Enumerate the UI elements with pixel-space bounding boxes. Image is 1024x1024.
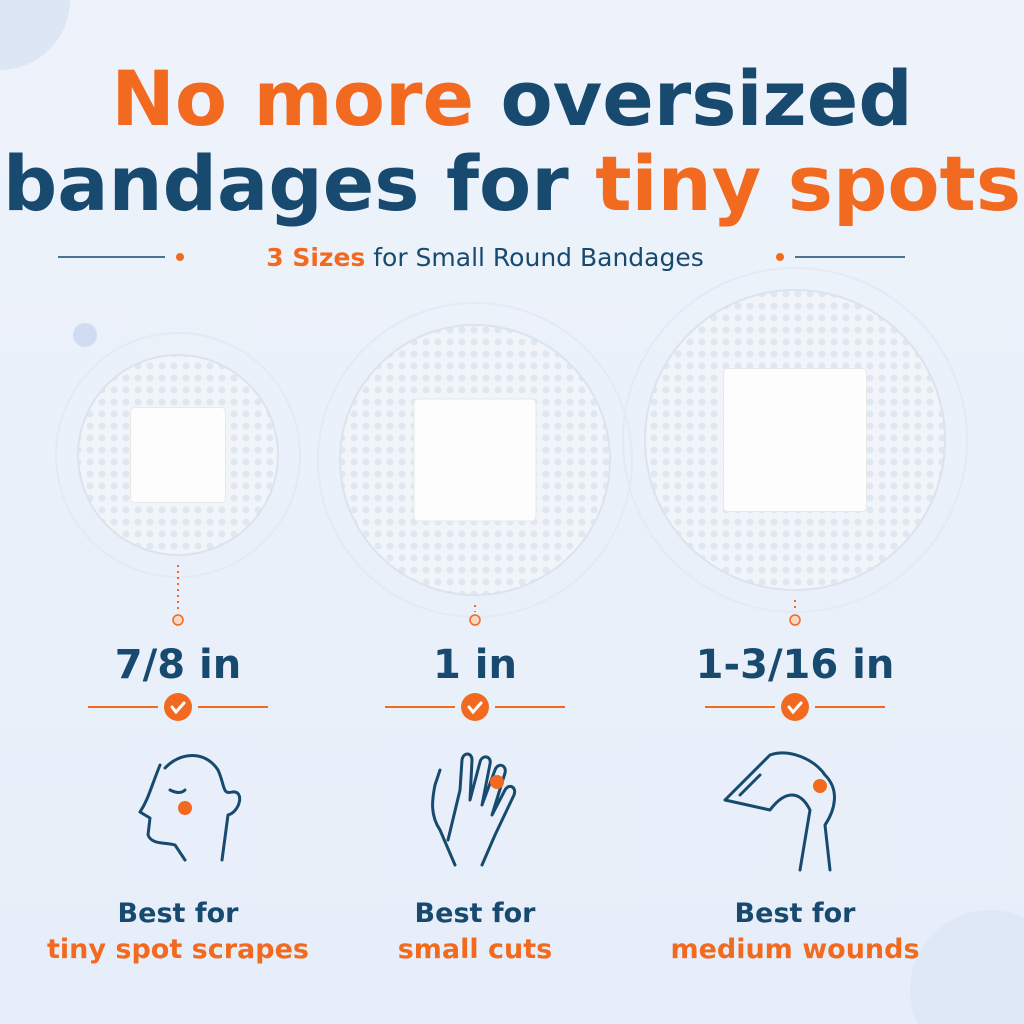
- check-badge: [164, 693, 192, 721]
- wound-dot: [490, 775, 504, 789]
- best-for: Best for: [118, 898, 240, 929]
- check-badge: [461, 693, 489, 721]
- body-icon: [138, 754, 242, 862]
- decor: [0, 0, 70, 70]
- wound-dot: [813, 779, 827, 793]
- decor: [73, 323, 97, 347]
- size-label: 7/8 in: [115, 642, 241, 688]
- bandage-ring: [622, 267, 968, 613]
- size-label: 1 in: [433, 642, 517, 688]
- headline-line1: No more oversized: [111, 54, 912, 143]
- best-for: Best for: [415, 898, 537, 929]
- use-label: small cuts: [398, 934, 553, 965]
- body-icon: [723, 751, 836, 872]
- subtitle: 3 Sizes for Small Round Bandages: [266, 243, 704, 272]
- bandage-pad: [130, 407, 226, 503]
- check-mark: [467, 701, 483, 715]
- wound-dot: [178, 801, 192, 815]
- connector-dot: [172, 614, 184, 626]
- bandage-pad: [413, 398, 537, 522]
- use-label: tiny spot scrapes: [47, 934, 309, 965]
- best-for: Best for: [735, 898, 857, 929]
- check-mark: [170, 701, 186, 715]
- check-mark: [787, 701, 803, 715]
- subtitle-row: 3 Sizes for Small Round Bandages: [58, 243, 905, 272]
- body-icon: [431, 752, 517, 867]
- decor: [910, 910, 1024, 1024]
- check-badge: [781, 693, 809, 721]
- use-label: medium wounds: [670, 934, 919, 965]
- headline-line2: bandages for tiny spots: [3, 139, 1021, 228]
- connector-dot: [469, 614, 481, 626]
- size-label: 1-3/16 in: [696, 642, 895, 688]
- connector-dot: [789, 614, 801, 626]
- bandage-pad: [723, 368, 867, 512]
